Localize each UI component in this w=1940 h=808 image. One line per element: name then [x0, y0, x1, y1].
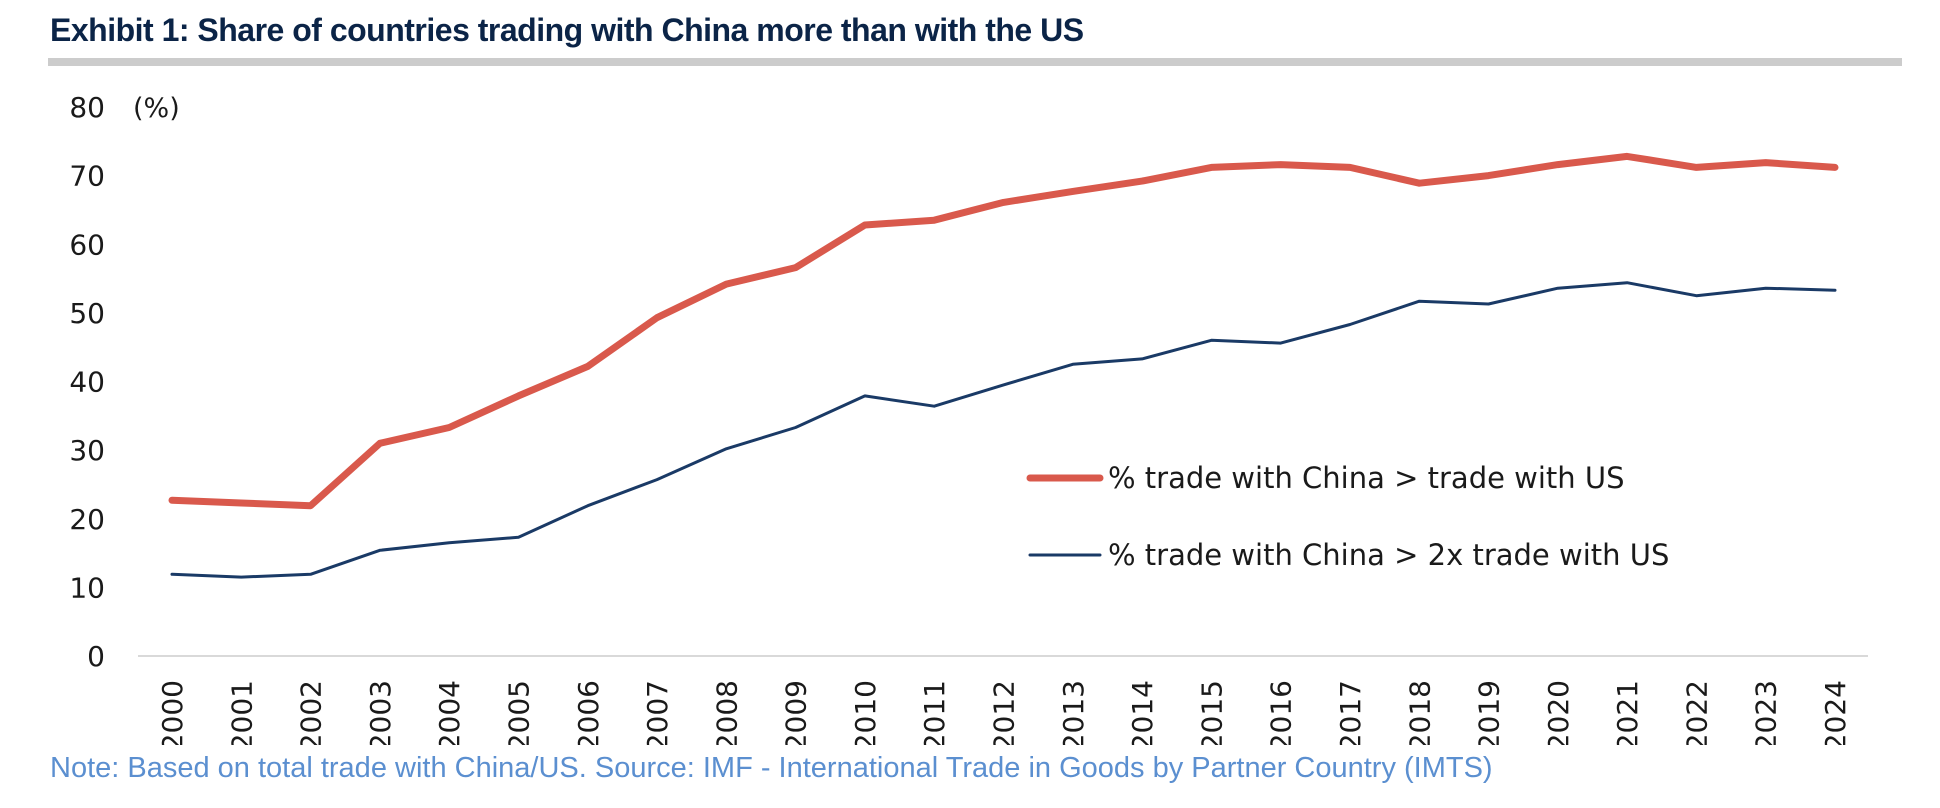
- y-tick-label: 50: [69, 297, 105, 330]
- x-tick-label: 2006: [572, 680, 605, 745]
- x-tick-label: 2024: [1819, 680, 1852, 745]
- chart-title: Exhibit 1: Share of countries trading wi…: [50, 12, 1084, 48]
- x-tick-label: 2002: [295, 680, 328, 745]
- x-tick-label: 2009: [780, 680, 813, 745]
- x-tick-label: 2022: [1680, 680, 1713, 745]
- x-tick-label: 2020: [1542, 680, 1575, 745]
- x-tick-label: 2008: [710, 680, 743, 745]
- x-tick-label: 2016: [1265, 680, 1298, 745]
- title-divider: [48, 58, 1902, 66]
- x-tick-label: 2007: [641, 680, 674, 745]
- y-tick-label: 70: [69, 160, 105, 193]
- series-line-2: [170, 281, 1837, 579]
- source-note: Note: Based on total trade with China/US…: [50, 752, 1493, 784]
- y-axis-unit-label: (%): [133, 93, 180, 124]
- x-tick-label: 2018: [1403, 680, 1436, 745]
- y-tick-label: 20: [69, 503, 105, 536]
- y-tick-label: 60: [69, 228, 105, 261]
- x-tick-label: 2021: [1611, 680, 1644, 745]
- x-tick-label: 2005: [502, 680, 535, 745]
- x-tick-label: 2004: [433, 680, 466, 745]
- series-line-1: [168, 152, 1839, 510]
- x-tick-label: 2011: [918, 680, 951, 745]
- x-tick-label: 2013: [1057, 680, 1090, 745]
- x-tick-label: 2014: [1126, 680, 1159, 745]
- x-tick-label: 2003: [364, 680, 397, 745]
- x-tick-label: 2017: [1334, 680, 1367, 745]
- x-tick-label: 2012: [988, 680, 1021, 745]
- legend: % trade with China > trade with US % trad…: [1026, 461, 1669, 572]
- x-tick-label: 2010: [849, 680, 882, 745]
- x-axis: 2000 2001 2002 2003 2004 2005 2006 2007 2008 2009…: [156, 680, 1852, 745]
- y-tick-label: 40: [69, 366, 105, 399]
- y-tick-label: 80: [69, 91, 105, 124]
- x-tick-label: 2001: [225, 680, 258, 745]
- legend-label-2: % trade with China > 2x trade with US: [1108, 538, 1669, 572]
- series-layer: [168, 152, 1839, 579]
- x-tick-label: 2015: [1195, 680, 1228, 745]
- y-tick-label: 0: [87, 640, 105, 673]
- x-tick-label: 2000: [156, 680, 189, 745]
- x-tick-label: 2023: [1750, 680, 1783, 745]
- x-tick-label: 2019: [1473, 680, 1506, 745]
- y-axis: 0 10 20 30 40 50 60 70 80: [69, 91, 105, 673]
- y-tick-label: 10: [69, 571, 105, 604]
- legend-label-1: % trade with China > trade with US: [1108, 461, 1625, 495]
- y-tick-label: 30: [69, 434, 105, 467]
